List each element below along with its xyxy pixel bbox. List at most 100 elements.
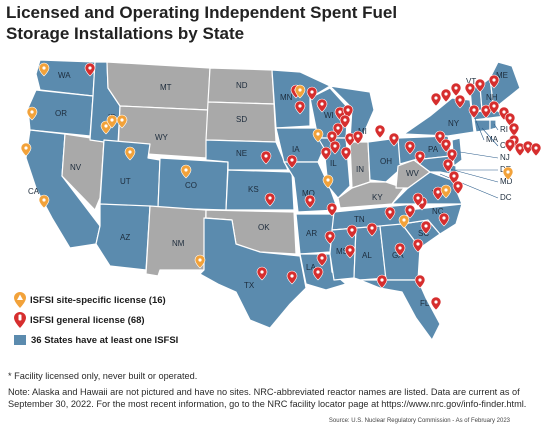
legend-general: ISFSI general license (68): [14, 310, 178, 330]
general-license-marker: [294, 100, 306, 115]
map-title: Licensed and Operating Independent Spent…: [6, 3, 398, 43]
state-label-vt: VT: [466, 77, 476, 86]
state-label-ky: KY: [372, 193, 383, 202]
state-fl: [359, 279, 441, 341]
general-license-marker: [522, 140, 534, 155]
state-label-wy: WY: [155, 133, 169, 142]
footnote-star: * Facility licensed only, never built or…: [8, 371, 198, 381]
state-label-md: MD: [500, 177, 513, 186]
state-label-pa: PA: [428, 145, 439, 154]
state-label-ms: MS: [336, 247, 348, 256]
general-license-marker: [440, 88, 452, 103]
state-label-wi: WI: [324, 111, 334, 120]
state-label-al: AL: [362, 251, 372, 260]
general-license-marker: [488, 74, 500, 89]
general-license-marker: [339, 114, 351, 129]
general-license-marker: [316, 252, 328, 267]
state-label-tn: TN: [354, 215, 365, 224]
state-label-in: IN: [356, 165, 364, 174]
state-label-oh: OH: [380, 157, 392, 166]
general-license-marker: [504, 138, 516, 153]
state-label-ia: IA: [292, 145, 300, 154]
general-license-marker: [508, 122, 520, 137]
site-specific-license-marker: [20, 142, 32, 157]
state-label-wv: WV: [406, 169, 420, 178]
general-license-marker: [340, 146, 352, 161]
site-specific-license-marker: [38, 194, 50, 209]
state-label-sd: SD: [236, 115, 247, 124]
legend-site-specific-label: ISFSI site-specific license (16): [30, 294, 166, 306]
site-specific-license-marker: [38, 62, 50, 77]
state-label-nd: ND: [236, 81, 248, 90]
general-license-marker: [394, 242, 406, 257]
legend-site-specific: ISFSI site-specific license (16): [14, 290, 178, 310]
general-license-marker: [468, 104, 480, 119]
state-label-nc: NC: [432, 207, 444, 216]
state-label-ny: NY: [448, 119, 460, 128]
site-specific-license-marker: [26, 106, 38, 121]
state-ks: [225, 169, 295, 211]
leader-line: [445, 167, 499, 183]
state-label-fl: FL: [420, 299, 430, 308]
state-mt: [106, 61, 211, 111]
general-license-marker: [438, 212, 450, 227]
general-license-marker: [320, 146, 332, 161]
general-license-marker: [366, 222, 378, 237]
general-license-marker: [384, 206, 396, 221]
state-ky: [337, 181, 405, 209]
state-label-nm: NM: [172, 239, 185, 248]
general-license-marker: [329, 140, 341, 155]
general-license-marker: [412, 238, 424, 253]
leader-line: [481, 127, 499, 147]
state-tx: [199, 217, 307, 329]
general-license-marker: [388, 132, 400, 147]
general-license-marker: [324, 230, 336, 245]
site-specific-license-marker: [124, 146, 136, 161]
state-label-ar: AR: [306, 229, 317, 238]
state-label-me: ME: [496, 71, 508, 80]
general-license-marker: [448, 170, 460, 185]
general-license-marker: [440, 138, 452, 153]
site-specific-license-marker: [294, 84, 306, 99]
state-label-nv: NV: [70, 163, 82, 172]
general-license-marker: [464, 82, 476, 97]
general-license-marker: [452, 180, 464, 195]
general-license-marker: [450, 82, 462, 97]
state-label-ga: GA: [392, 251, 404, 260]
general-license-marker: [316, 98, 328, 113]
general-license-marker: [374, 124, 386, 139]
state-label-mt: MT: [160, 83, 172, 92]
state-label-ca: CA: [28, 187, 40, 196]
site-specific-license-marker: [312, 128, 324, 143]
leader-line: [493, 123, 499, 131]
general-license-marker: [530, 142, 542, 157]
site-specific-license-marker: [180, 164, 192, 179]
site-specific-license-marker: [106, 114, 118, 129]
state-label-tx: TX: [244, 281, 255, 290]
legend: ISFSI site-specific license (16) ISFSI g…: [14, 290, 178, 350]
general-license-marker: [344, 244, 356, 259]
general-license-marker: [414, 150, 426, 165]
state-label-az: AZ: [120, 233, 130, 242]
general-license-marker: [454, 94, 466, 109]
general-license-marker: [430, 92, 442, 107]
state-label-dc: DC: [500, 193, 512, 202]
state-ri: [489, 119, 497, 131]
leader-line: [473, 115, 485, 141]
site-specific-license-marker: [440, 184, 452, 199]
general-license-marker: [488, 100, 500, 115]
state-label-nh: NH: [486, 93, 498, 102]
general-license-marker: [286, 154, 298, 169]
general-license-marker: [432, 186, 444, 201]
state-label-co: CO: [185, 181, 197, 190]
state-label-sc: SC: [418, 229, 429, 238]
state-label-ne: NE: [236, 149, 247, 158]
state-label-ok: OK: [258, 223, 270, 232]
general-license-marker: [442, 158, 454, 173]
general-license-marker: [260, 150, 272, 165]
general-license-marker: [376, 274, 388, 289]
general-license-marker: [84, 62, 96, 77]
general-license-marker: [312, 266, 324, 281]
source-credit: Source: U.S. Nuclear Regulatory Commissi…: [328, 418, 510, 424]
state-label-ut: UT: [120, 177, 131, 186]
